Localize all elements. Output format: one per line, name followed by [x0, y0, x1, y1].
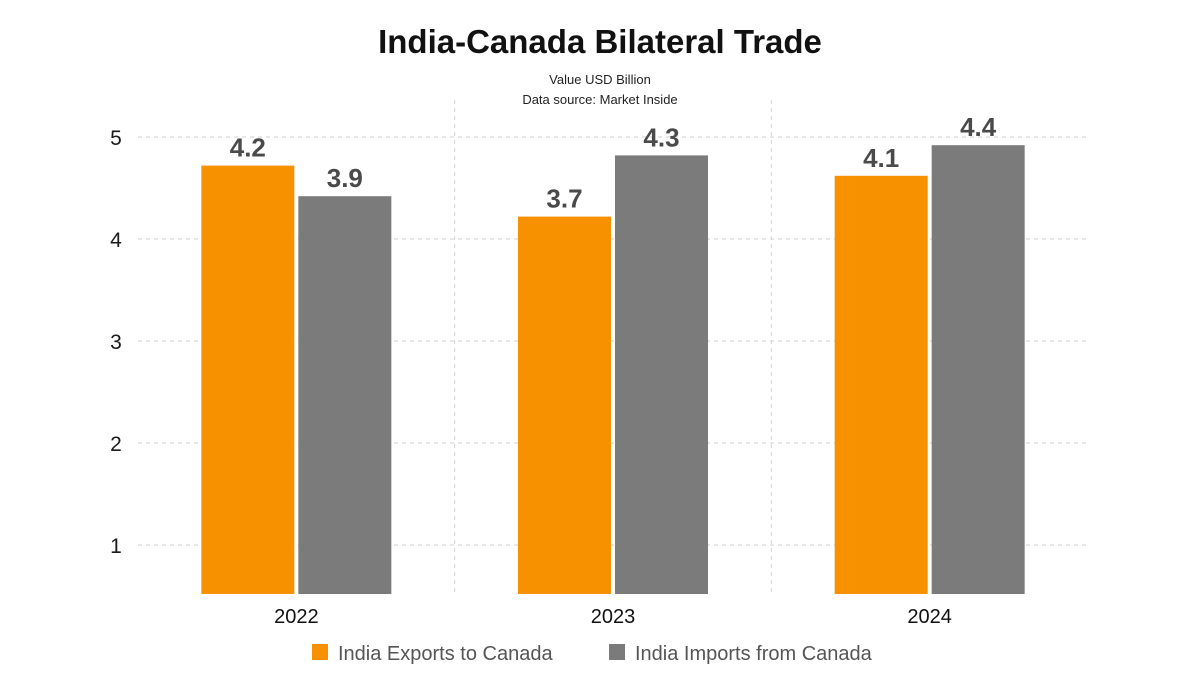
- data-label: 3.9: [327, 163, 363, 193]
- x-tick-label: 2024: [907, 606, 952, 628]
- bar-2023-exports: [518, 216, 611, 594]
- chart-title: India-Canada Bilateral Trade: [378, 23, 822, 60]
- bar-2023-imports: [615, 155, 708, 594]
- x-axis-ticks: 2022 2023 2024: [274, 606, 952, 628]
- data-label: 4.3: [643, 122, 679, 152]
- data-label: 4.2: [230, 133, 266, 163]
- legend-swatch-exports: [312, 644, 328, 660]
- chart-subtitle-source: Data source: Market Inside: [522, 92, 677, 107]
- gridlines: [138, 100, 1088, 594]
- legend-label: India Imports from Canada: [635, 643, 873, 665]
- y-axis-ticks: 1 2 3 4 5: [110, 127, 122, 558]
- y-tick-label: 1: [110, 535, 122, 558]
- bars: [201, 145, 1025, 595]
- bar-2024-imports: [931, 145, 1025, 594]
- y-tick-label: 4: [110, 229, 122, 252]
- data-label: 3.7: [546, 184, 582, 214]
- x-tick-label: 2022: [274, 606, 319, 628]
- bar-2024-exports: [834, 175, 928, 595]
- data-label: 4.1: [863, 143, 899, 173]
- x-tick-label: 2023: [591, 606, 636, 628]
- bar-2022-exports: [201, 165, 295, 594]
- legend: India Exports to Canada India Imports fro…: [312, 643, 873, 665]
- chart-subtitle-units: Value USD Billion: [549, 72, 651, 87]
- data-labels: 4.2 3.9 3.7 4.3 4.1 4.4: [230, 112, 997, 213]
- legend-label: India Exports to Canada: [338, 643, 553, 665]
- data-label: 4.4: [960, 112, 997, 142]
- y-tick-label: 2: [110, 433, 122, 456]
- bar-2022-imports: [298, 196, 392, 594]
- legend-swatch-imports: [609, 644, 625, 660]
- y-tick-label: 3: [110, 331, 122, 354]
- y-tick-label: 5: [110, 127, 122, 150]
